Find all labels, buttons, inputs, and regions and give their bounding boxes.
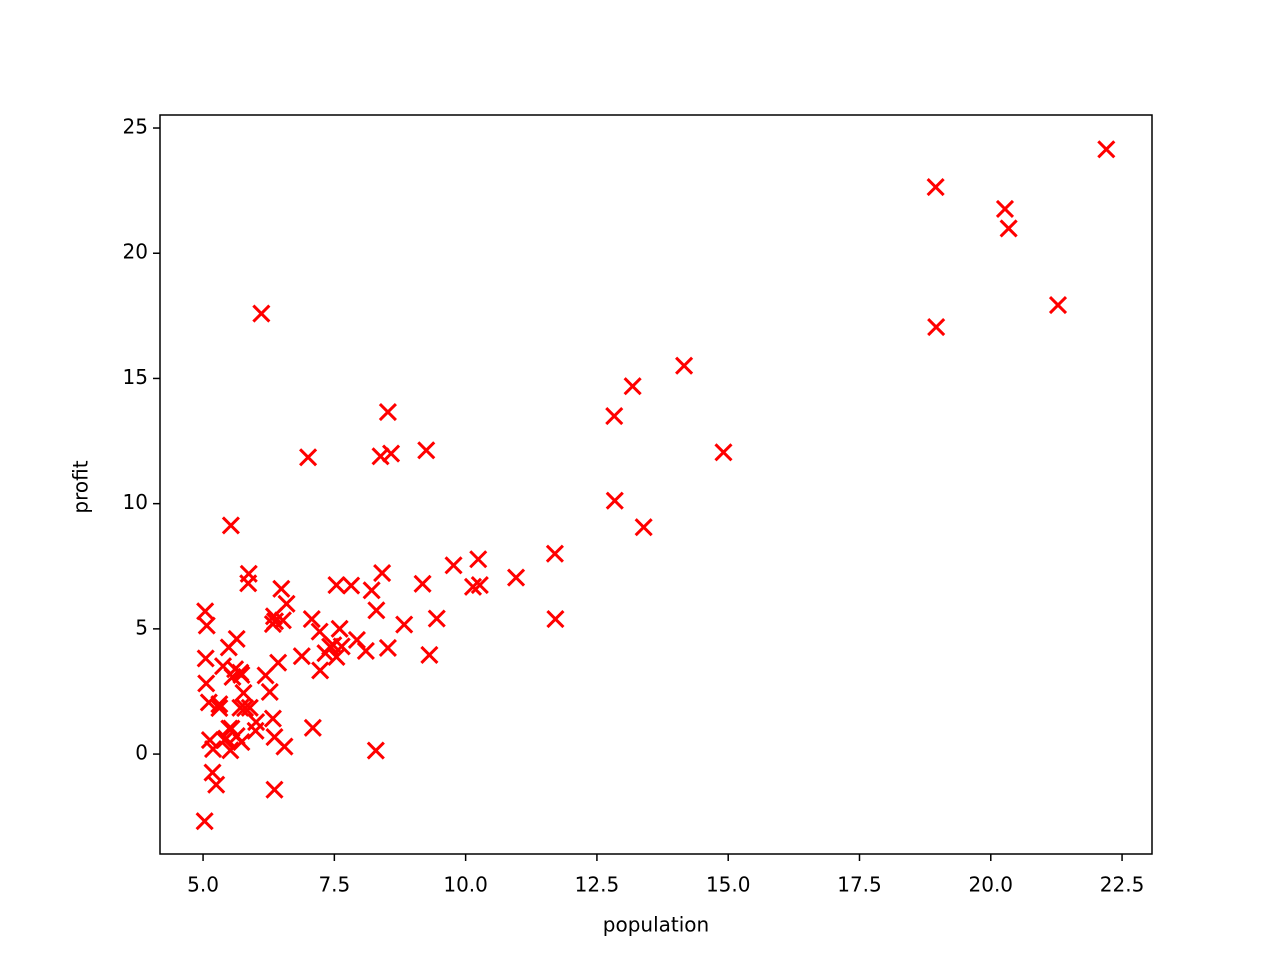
data-point (196, 602, 215, 621)
data-point (332, 637, 351, 656)
data-point (373, 563, 392, 583)
data-point (221, 741, 240, 760)
data-point (203, 763, 222, 782)
data-point (217, 729, 236, 748)
data-point (395, 615, 414, 634)
data-point (207, 775, 226, 794)
data-point (316, 644, 335, 663)
y-tick-label: 15 (123, 365, 148, 389)
data-point (675, 356, 694, 375)
data-point (382, 444, 401, 463)
data-point (311, 661, 330, 680)
data-point (417, 441, 436, 460)
data-point (272, 579, 291, 598)
data-point (470, 575, 489, 595)
data-point (292, 647, 311, 666)
y-tick-label: 10 (123, 490, 148, 514)
data-point (234, 683, 253, 703)
data-point (330, 619, 349, 638)
data-point (927, 318, 946, 337)
data-point (236, 698, 255, 718)
data-point (371, 447, 390, 466)
data-point (310, 622, 329, 641)
data-point (302, 610, 321, 629)
x-tick-label: 7.5 (318, 873, 350, 897)
data-point (260, 682, 279, 702)
data-point (545, 544, 564, 563)
data-point (227, 629, 246, 648)
data-point (265, 780, 284, 799)
data-point (195, 812, 214, 831)
data-point (605, 491, 624, 510)
data-point (1097, 140, 1116, 159)
data-point (1048, 296, 1068, 315)
data-point (232, 733, 251, 752)
data-point (303, 718, 322, 737)
y-tick-label: 5 (135, 615, 148, 639)
data-point (264, 607, 284, 626)
y-tick-label: 20 (123, 240, 148, 264)
data-point (196, 649, 215, 668)
data-point (714, 443, 733, 462)
data-point (444, 556, 463, 575)
data-point (367, 601, 386, 620)
data-point (506, 568, 526, 587)
data-point (226, 660, 245, 679)
data-point (246, 721, 265, 740)
data-point (299, 448, 318, 467)
data-point (263, 709, 282, 728)
data-point (203, 740, 223, 759)
data-point (420, 645, 439, 664)
data-point (995, 199, 1015, 218)
y-tick-label: 25 (123, 115, 148, 139)
data-point (327, 647, 346, 666)
x-tick-label: 22.5 (1100, 873, 1145, 897)
data-point (327, 575, 346, 595)
data-point (999, 219, 1018, 238)
data-point (210, 695, 229, 714)
x-tick-label: 5.0 (187, 873, 219, 897)
data-point (239, 564, 258, 583)
data-point (342, 576, 361, 595)
data-point (356, 641, 375, 660)
data-point (413, 574, 432, 593)
data-point (378, 638, 397, 657)
x-tick-label: 17.5 (837, 873, 882, 897)
plot-frame (159, 114, 1153, 855)
data-point (623, 377, 642, 396)
x-tick-label: 20.0 (969, 873, 1014, 897)
data-point (273, 611, 292, 630)
data-point (605, 406, 624, 426)
data-point (197, 674, 216, 693)
data-point (221, 516, 240, 535)
data-point (634, 518, 653, 537)
data-point (546, 610, 565, 629)
data-point (366, 741, 385, 760)
data-point (265, 727, 284, 747)
data-point (427, 609, 446, 628)
data-point (252, 304, 271, 323)
data-point (926, 178, 945, 197)
data-point (231, 698, 250, 717)
data-point (210, 698, 229, 718)
data-point (378, 402, 397, 422)
data-point (362, 581, 381, 600)
x-tick-label: 15.0 (706, 873, 751, 897)
x-axis-label: population (603, 913, 709, 937)
y-axis-label: profit (69, 460, 93, 513)
data-point (256, 666, 275, 685)
x-tick-label: 12.5 (575, 873, 620, 897)
data-point (469, 550, 488, 569)
x-tick-label: 10.0 (443, 873, 488, 897)
y-tick-label: 0 (135, 741, 148, 765)
